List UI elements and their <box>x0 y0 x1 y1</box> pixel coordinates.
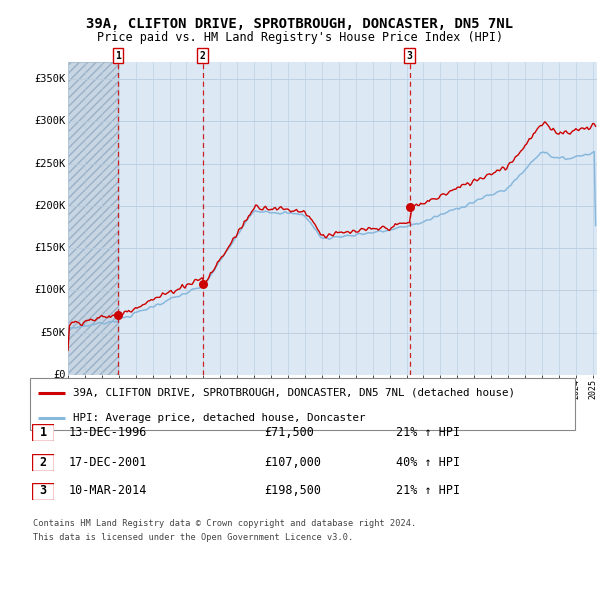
Text: £0: £0 <box>53 370 65 380</box>
Text: 21% ↑ HPI: 21% ↑ HPI <box>396 484 460 497</box>
Text: 13-DEC-1996: 13-DEC-1996 <box>69 425 148 438</box>
Text: £100K: £100K <box>34 286 65 296</box>
Text: 40% ↑ HPI: 40% ↑ HPI <box>396 455 460 468</box>
FancyBboxPatch shape <box>32 483 54 500</box>
Text: This data is licensed under the Open Government Licence v3.0.: This data is licensed under the Open Gov… <box>33 533 353 542</box>
Text: £50K: £50K <box>40 327 65 337</box>
Text: £71,500: £71,500 <box>264 425 314 438</box>
Text: 39A, CLIFTON DRIVE, SPROTBROUGH, DONCASTER, DN5 7NL: 39A, CLIFTON DRIVE, SPROTBROUGH, DONCAST… <box>86 17 514 31</box>
Text: 1: 1 <box>40 425 47 438</box>
Text: 17-DEC-2001: 17-DEC-2001 <box>69 455 148 468</box>
Bar <box>68 62 118 375</box>
Text: 21% ↑ HPI: 21% ↑ HPI <box>396 425 460 438</box>
Text: £250K: £250K <box>34 159 65 169</box>
Text: Price paid vs. HM Land Registry's House Price Index (HPI): Price paid vs. HM Land Registry's House … <box>97 31 503 44</box>
Text: Contains HM Land Registry data © Crown copyright and database right 2024.: Contains HM Land Registry data © Crown c… <box>33 519 416 527</box>
Text: 1: 1 <box>115 51 121 61</box>
Text: £150K: £150K <box>34 243 65 253</box>
Text: 10-MAR-2014: 10-MAR-2014 <box>69 484 148 497</box>
Text: £198,500: £198,500 <box>264 484 321 497</box>
FancyBboxPatch shape <box>32 454 54 470</box>
Text: 3: 3 <box>40 484 47 497</box>
Text: 3: 3 <box>407 51 413 61</box>
Text: £300K: £300K <box>34 116 65 126</box>
Text: 2: 2 <box>200 51 206 61</box>
Text: £350K: £350K <box>34 74 65 84</box>
Text: 2: 2 <box>40 455 47 468</box>
Text: £107,000: £107,000 <box>264 455 321 468</box>
FancyBboxPatch shape <box>30 378 575 430</box>
Text: £200K: £200K <box>34 201 65 211</box>
Text: HPI: Average price, detached house, Doncaster: HPI: Average price, detached house, Donc… <box>73 412 365 422</box>
FancyBboxPatch shape <box>32 424 54 441</box>
Bar <box>68 62 118 375</box>
Text: 39A, CLIFTON DRIVE, SPROTBROUGH, DONCASTER, DN5 7NL (detached house): 39A, CLIFTON DRIVE, SPROTBROUGH, DONCAST… <box>73 388 515 398</box>
Bar <box>68 62 118 375</box>
